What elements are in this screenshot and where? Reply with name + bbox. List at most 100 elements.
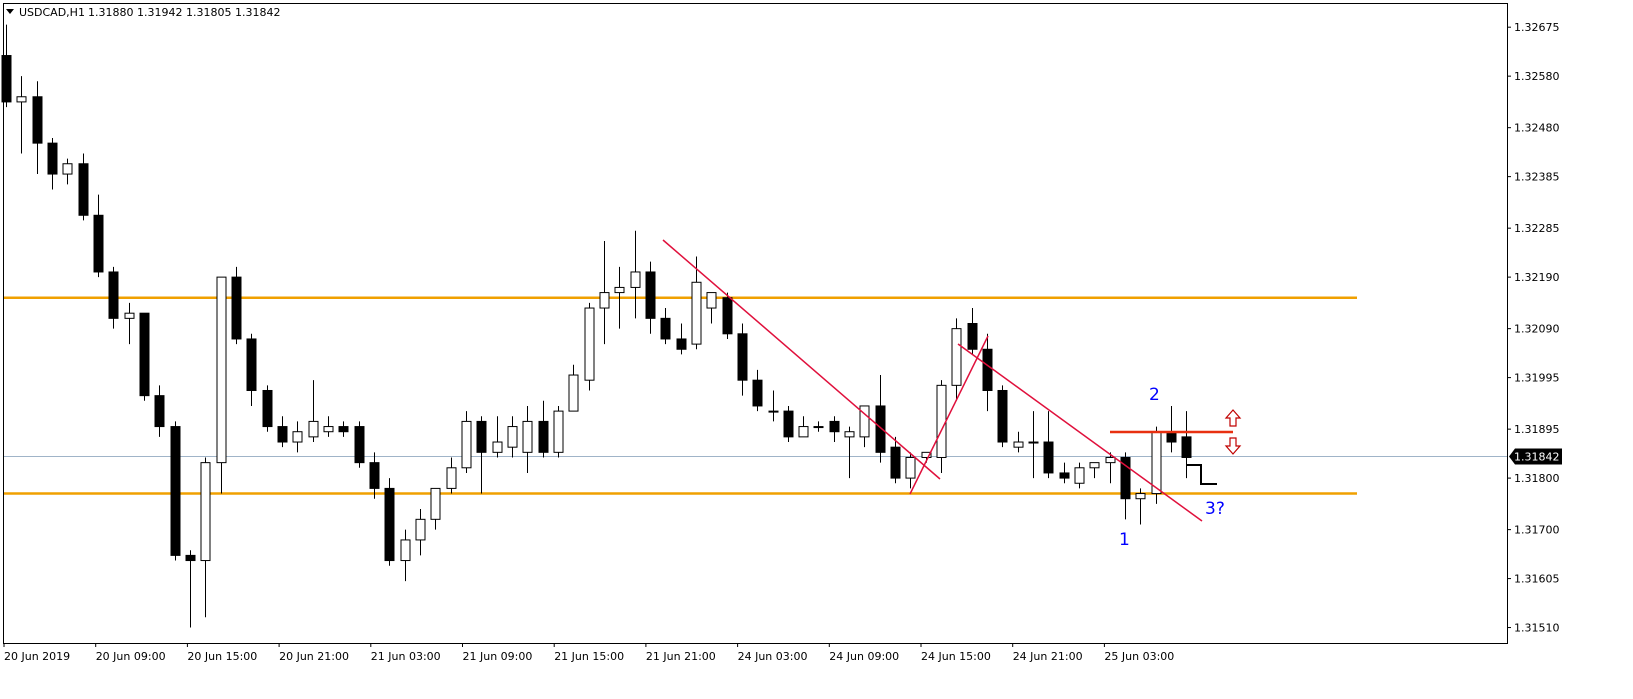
candle <box>798 416 809 438</box>
price-tag-label: 1.31842 <box>1514 450 1560 463</box>
candle-body-bearish <box>737 333 748 381</box>
dropdown-triangle-icon[interactable] <box>6 9 14 14</box>
candle <box>660 308 671 345</box>
time-tick-label: 25 Jun 03:00 <box>1104 650 1174 663</box>
candle-body-bearish <box>32 96 43 144</box>
candle <box>170 421 181 561</box>
candle <box>1074 462 1085 489</box>
candle-body-bullish <box>768 410 779 413</box>
candle-body-bullish <box>415 518 426 541</box>
price-tick-label: 1.32190 <box>1514 271 1560 284</box>
time-tick-label: 21 Jun 09:00 <box>463 650 533 663</box>
price-tick-label: 1.31995 <box>1514 372 1560 385</box>
price-tick-label: 1.32385 <box>1514 171 1560 184</box>
arrow-down-icon <box>1224 437 1242 455</box>
candle-body-bearish <box>890 446 901 479</box>
candle <box>262 385 273 432</box>
candle <box>553 405 564 458</box>
candle <box>859 405 870 448</box>
candle <box>1059 462 1070 484</box>
candle <box>507 416 518 458</box>
candle-body-bullish <box>308 420 319 438</box>
time-tick-label: 21 Jun 21:00 <box>646 650 716 663</box>
candle-body-bullish <box>599 292 610 309</box>
candle-body-bearish <box>154 395 165 428</box>
candle-body-bearish <box>78 163 89 216</box>
candle-body-bearish <box>997 389 1008 443</box>
candle <box>844 426 855 479</box>
candle <box>1089 462 1100 479</box>
time-axis: 20 Jun 2019 20 Jun 09:00 20 Jun 15:00 20 Ju… <box>3 643 1174 663</box>
candle-body-bullish <box>630 271 641 288</box>
candle <box>231 266 242 345</box>
candle-body-bearish <box>875 405 886 453</box>
candle <box>354 421 365 468</box>
price-tick-label: 1.32480 <box>1514 122 1560 135</box>
candle-body-bullish <box>492 441 503 453</box>
candle-body-bearish <box>108 271 119 319</box>
candle <box>1043 411 1054 479</box>
candle-body-bearish <box>262 389 273 428</box>
candle-body-bullish <box>951 328 962 386</box>
candle <box>216 276 227 494</box>
wave-label-2: 2 <box>1149 385 1160 405</box>
candle-body-bearish <box>170 426 181 556</box>
candle-body-bearish <box>354 426 365 464</box>
candle <box>308 380 319 443</box>
candle-body-bearish <box>93 214 104 273</box>
candle-body-bearish <box>676 338 687 350</box>
candle-body-bearish <box>538 420 549 453</box>
candle-body-bullish <box>691 281 702 345</box>
candle-body-bearish <box>1181 436 1192 458</box>
arrow-up-icon <box>1224 409 1242 427</box>
candle <box>813 421 824 432</box>
symbol-label: USDCAD,H1 <box>19 6 85 19</box>
price-tick-label: 1.32580 <box>1514 70 1560 83</box>
candle-body-bullish <box>1089 462 1100 469</box>
candle-body-bullish <box>400 539 411 562</box>
candle <box>292 421 303 453</box>
candle <box>492 416 503 458</box>
candle-body-bearish <box>967 323 978 350</box>
candle-body-bearish <box>783 410 794 438</box>
candle-body-bearish <box>384 487 395 562</box>
candle <box>997 385 1008 448</box>
candle <box>108 266 119 329</box>
candle-body-bearish <box>1120 456 1131 500</box>
candle <box>614 266 625 329</box>
candle-body-bearish <box>722 297 733 335</box>
candle <box>277 416 288 448</box>
candle-body-bullish <box>124 312 135 319</box>
candle <box>1151 426 1162 504</box>
candle <box>430 487 441 530</box>
candle-body-bullish <box>798 426 809 438</box>
candle <box>982 333 993 412</box>
candle <box>1105 452 1116 484</box>
candle-body-bullish <box>216 276 227 464</box>
current-price-tag: 1.31842 <box>1509 448 1562 465</box>
candle-body-bullish <box>323 426 334 433</box>
candle-body-bullish <box>16 96 27 103</box>
time-tick-label: 21 Jun 03:00 <box>371 650 441 663</box>
levels-layer <box>4 296 1357 495</box>
candle <box>737 323 748 396</box>
plot-frame <box>3 3 1508 644</box>
candle-body-bearish <box>246 338 257 391</box>
candle-body-bullish <box>921 451 932 458</box>
candle <box>1013 431 1024 453</box>
candle <box>400 529 411 582</box>
time-tick-label: 20 Jun 2019 <box>4 650 70 663</box>
time-tick-label: 24 Jun 03:00 <box>738 650 808 663</box>
candle-body-bearish <box>660 317 671 340</box>
candle-body-bearish <box>476 420 487 453</box>
time-tick-label: 24 Jun 09:00 <box>829 650 899 663</box>
candle <box>1028 411 1039 479</box>
candle <box>829 416 840 443</box>
candle <box>16 76 27 154</box>
candle <box>446 457 457 494</box>
candle-body-bullish <box>430 487 441 520</box>
candle <box>47 137 58 190</box>
candle-body-bearish <box>1059 472 1070 479</box>
candle <box>722 292 733 339</box>
